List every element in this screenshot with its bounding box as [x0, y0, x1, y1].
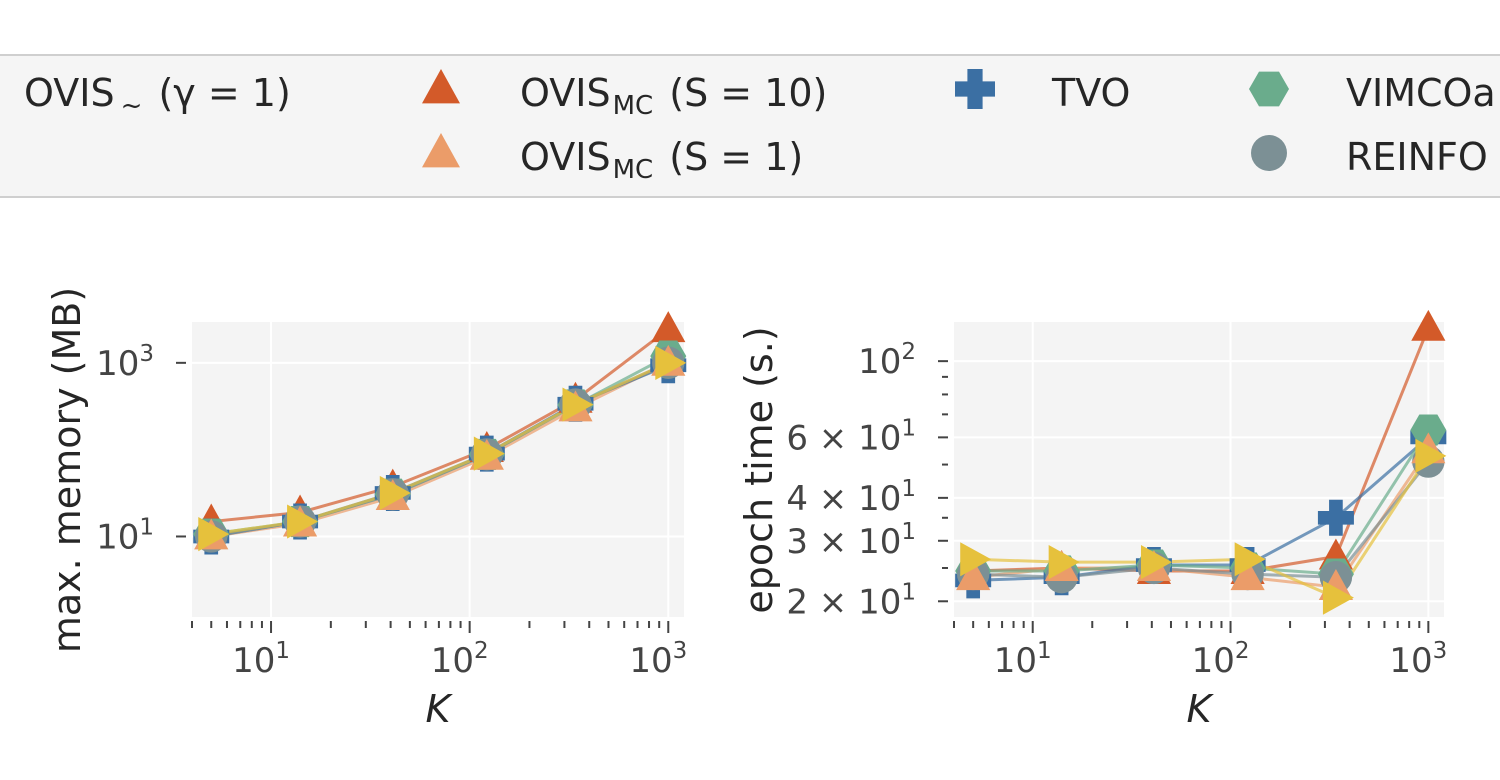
legend-entry-ovis_mc_10: OVISMC (S = 10): [422, 69, 827, 121]
data-point-ovis_gamma: [1048, 545, 1080, 580]
data-point-ovis_gamma: [379, 475, 411, 511]
data-point-ovis_gamma: [1415, 438, 1447, 473]
legend-label: OVISMC (S = 10): [520, 71, 827, 121]
legend-label-subscript: MC: [613, 155, 654, 185]
data-point-vimco: [1410, 414, 1447, 446]
x-tick-label: 103: [1389, 638, 1447, 681]
legend-marker-triangle-up-icon: [422, 133, 460, 168]
legend-entry-ovis_mc_1: OVISMC (S = 1): [422, 133, 803, 185]
legend-marker-circle-icon: [1251, 135, 1287, 171]
x-tick-label: 103: [629, 638, 687, 681]
x-tick-label: 101: [994, 638, 1052, 681]
legend-marker-plus-icon: [955, 69, 996, 109]
data-point-ovis_gamma: [1234, 542, 1266, 577]
data-point-ovis_mc_10: [651, 311, 686, 343]
legend-label-base: OVIS: [520, 71, 611, 115]
y-tick-label: 3 × 101: [786, 519, 916, 562]
data-point-ovis_gamma: [287, 504, 319, 539]
y-tick-label: 4 × 101: [786, 476, 916, 519]
memory-panel: 101 102 103 101 103 K max. memory (MB): [45, 287, 687, 731]
legend: OVIS ~ (γ = 1) OVISMC (S = 10)OVISMC (S = …: [0, 54, 1500, 198]
data-point-ovis_gamma: [1322, 580, 1354, 615]
legend-frame: [0, 54, 1500, 198]
legend-label-params: (S = 10): [657, 71, 827, 115]
legend-label-params: (γ = 1): [146, 71, 290, 115]
y-tick-label: 2 × 101: [786, 579, 916, 622]
memory-x-axis-label: K: [426, 687, 454, 731]
memory-y-axis-label: max. memory (MB): [45, 287, 89, 653]
data-point-ovis_gamma: [562, 387, 594, 422]
legend-label: REINFO: [1346, 135, 1488, 179]
y-tick-label: 103: [96, 341, 154, 384]
x-tick-label: 102: [431, 638, 489, 681]
data-point-ovis_gamma: [473, 436, 505, 471]
legend-label-subscript: MC: [613, 91, 654, 121]
data-point-ovis_mc_10: [1411, 309, 1446, 341]
legend-label-base: REINFO: [1346, 135, 1488, 179]
data-point-ovis_mc_1: [1230, 559, 1265, 591]
data-point-ovis_gamma: [960, 542, 992, 577]
legend-entry-tvo: TVO: [955, 69, 1130, 115]
legend-entry-reinforce: REINFO: [1251, 135, 1488, 179]
data-point-tvo: [1317, 499, 1354, 536]
y-tick-label: 6 × 101: [786, 415, 916, 458]
epoch-time-x-axis-label: K: [1187, 687, 1215, 731]
legend-label: TVO: [1051, 71, 1130, 115]
x-tick-label: 101: [232, 638, 290, 681]
legend-marker-hexagon-icon: [1249, 71, 1289, 107]
data-point-ovis_gamma: [198, 517, 230, 552]
legend-entry-ovis_gamma: OVIS ~ (γ = 1): [24, 71, 291, 121]
legend-marker-triangle-up-icon: [422, 69, 460, 104]
epoch-time-y-axis-label: epoch time (s.): [737, 326, 781, 613]
y-tick-label: 102: [858, 339, 916, 382]
legend-label: VIMCOa: [1346, 71, 1496, 115]
data-point-ovis_gamma: [1140, 545, 1172, 580]
legend-label-params: (S = 1): [657, 135, 803, 179]
data-point-ovis_gamma: [655, 345, 687, 380]
legend-label-base: TVO: [1051, 71, 1130, 115]
legend-label: OVIS ~ (γ = 1): [24, 71, 291, 121]
legend-label-base: OVIS: [520, 135, 611, 179]
legend-label-base: VIMCOa: [1346, 71, 1496, 115]
y-tick-label: 101: [96, 514, 154, 557]
legend-entry-vimco: VIMCOa: [1249, 71, 1496, 115]
data-point-ovis_mc_1: [956, 559, 991, 591]
legend-label: OVISMC (S = 1): [520, 135, 803, 185]
x-tick-label: 102: [1192, 638, 1250, 681]
legend-label-subscript: ~: [121, 91, 143, 121]
legend-label-base: OVIS: [24, 71, 115, 115]
series-line-ovis_mc_10: [211, 327, 670, 524]
